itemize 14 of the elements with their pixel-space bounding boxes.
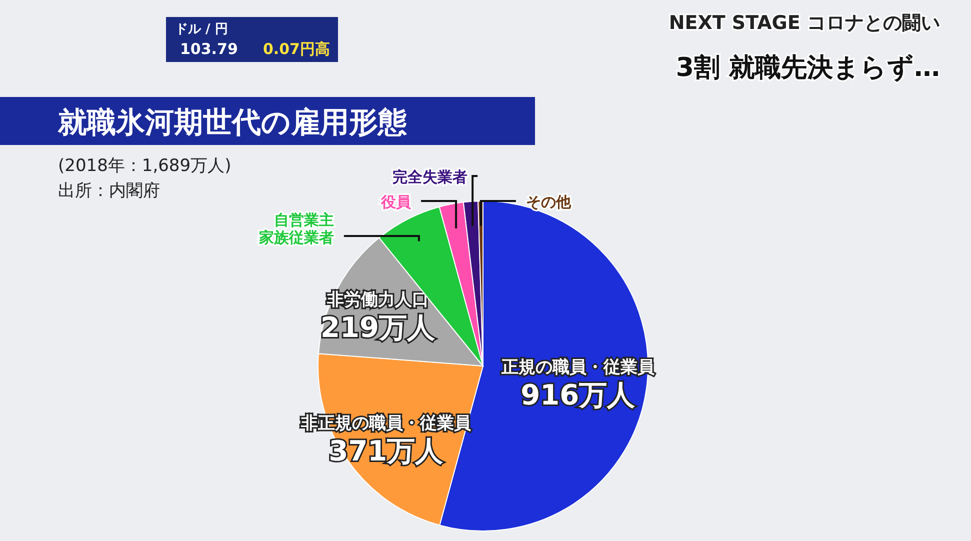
slice-label: その他 (526, 193, 572, 211)
chart-title: 就職氷河期世代の雇用形態 (57, 105, 408, 139)
slice-label: 役員 (380, 193, 412, 211)
text: ドル / 円 (175, 22, 228, 37)
text: 103.79 (180, 40, 238, 58)
slice-label: 自営業主家族従業者 (258, 211, 334, 246)
text: 出所：内閣府 (58, 181, 160, 201)
data-label: 916万人 (520, 378, 636, 412)
data-label: 219万人 (320, 310, 436, 344)
text: NEXT STAGE コロナとの闘い (668, 12, 940, 34)
chart-subtitle: (2018年：1,689万人) (58, 156, 232, 176)
slice-label: 完全失業者 (392, 168, 468, 186)
text: 3割 就職先決まらず… (676, 53, 940, 83)
text: 0.07円高 (262, 40, 330, 58)
